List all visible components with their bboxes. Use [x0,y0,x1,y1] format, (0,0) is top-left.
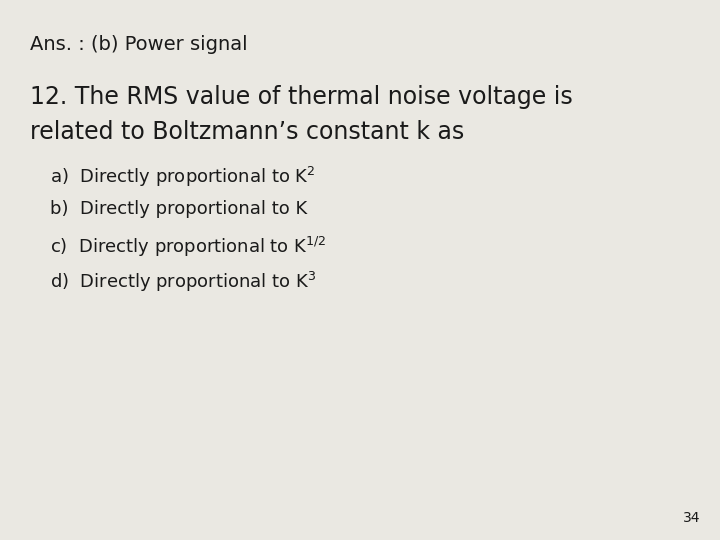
Text: a)  Directly proportional to K$^{2}$: a) Directly proportional to K$^{2}$ [50,165,315,189]
Text: 12. The RMS value of thermal noise voltage is: 12. The RMS value of thermal noise volta… [30,85,572,109]
Text: 34: 34 [683,511,700,525]
Text: Ans. : (b) Power signal: Ans. : (b) Power signal [30,35,248,54]
Text: c)  Directly proportional to K$^{1/2}$: c) Directly proportional to K$^{1/2}$ [50,235,326,259]
Text: related to Boltzmann’s constant k as: related to Boltzmann’s constant k as [30,120,464,144]
Text: d)  Directly proportional to K$^{3}$: d) Directly proportional to K$^{3}$ [50,270,316,294]
Text: b)  Directly proportional to K: b) Directly proportional to K [50,200,307,218]
